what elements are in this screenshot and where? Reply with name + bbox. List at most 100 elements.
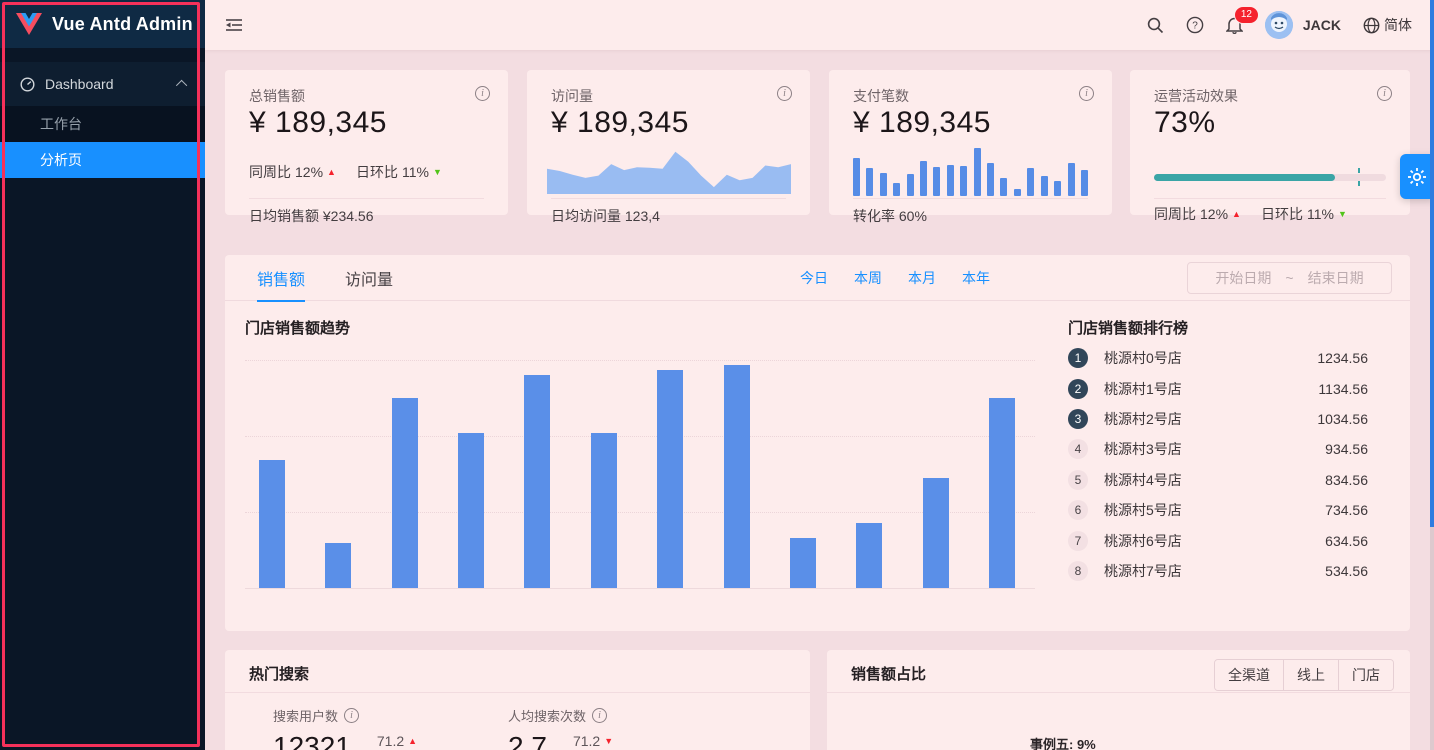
- date-start-input[interactable]: 开始日期: [1215, 270, 1272, 286]
- mini-bar: [946, 165, 954, 196]
- divider: [853, 198, 1088, 199]
- rank-store-name: 桃源村4号店: [1104, 471, 1182, 488]
- stat-card-total-sales: 总销售额 i ¥ 189,345 同周比 12% ▲ 日环比 11% ▼ 日均销售额…: [225, 70, 508, 224]
- rank-store-name: 桃源村2号店: [1104, 410, 1182, 427]
- avatar[interactable]: [1264, 11, 1293, 39]
- rank-badge: 6: [1068, 500, 1088, 521]
- date-range-shortcuts: 今日 本周 本月 本年: [800, 255, 990, 301]
- caret-up-icon: ▲: [1232, 209, 1241, 219]
- stat-card-activity-effect: 运营活动效果 i 73% 同周比 12% ▲ 日环比 11% ▼: [1130, 70, 1410, 222]
- mini-bar: [920, 161, 928, 196]
- rank-badge: 8: [1068, 560, 1088, 581]
- card-footer: 日均访问量 123,4: [551, 208, 660, 224]
- info-icon[interactable]: i: [592, 708, 608, 723]
- mini-bar: [1013, 189, 1021, 196]
- user-name[interactable]: JACK: [1302, 17, 1341, 33]
- channel-button[interactable]: 线上: [1283, 660, 1338, 690]
- sidebar-item-workplace[interactable]: 工作台: [40, 116, 82, 132]
- card-title: 访问量: [551, 88, 593, 104]
- mini-bar: [1027, 168, 1035, 196]
- app-title: Vue Antd Admin: [52, 13, 193, 34]
- mini-bar: [933, 167, 941, 196]
- card-title: 运营活动效果: [1154, 88, 1238, 104]
- bar-chart-title: 门店销售额趋势: [245, 320, 351, 337]
- info-icon[interactable]: i: [777, 86, 792, 101]
- rank-store-name: 桃源村5号店: [1104, 502, 1182, 519]
- divider: [249, 198, 484, 199]
- mini-bar: [973, 148, 981, 196]
- rank-store-value: 634.56: [1325, 532, 1368, 549]
- rank-row: 8 桃源村7号店 534.56: [1068, 556, 1368, 586]
- sales-overview-card: 销售额 访问量 今日 本周 本月 本年 开始日期 ~ 结束日期 门店销售额趋势 门店销…: [225, 255, 1410, 631]
- info-icon[interactable]: i: [475, 86, 490, 101]
- page-scrollbar-track[interactable]: [1430, 527, 1434, 750]
- rank-store-name: 桃源村7号店: [1104, 562, 1182, 579]
- rank-row: 7 桃源村6号店 634.56: [1068, 525, 1368, 555]
- store-sales-ranking: 1 桃源村0号店 1234.56 2 桃源村1号店 1134.56 3 桃源村2号店 1034.…: [1068, 343, 1368, 586]
- sidebar-item-dashboard[interactable]: Dashboard: [0, 62, 205, 106]
- bar: [789, 538, 816, 588]
- app-logo-row[interactable]: Vue Antd Admin: [0, 0, 205, 48]
- rank-store-name: 桃源村3号店: [1104, 441, 1182, 458]
- sales-proportion-card: 销售额占比 全渠道 线上 门店 事例五: 9%: [827, 650, 1410, 750]
- sidebar: Vue Antd Admin Dashboard 工作台 分析页: [0, 0, 205, 750]
- header-actions: ? 12 JACK 简体: [1147, 6, 1412, 39]
- rank-row: 4 桃源村3号店 934.56: [1068, 434, 1368, 464]
- tab-sales[interactable]: 销售额: [257, 255, 306, 302]
- date-end-input[interactable]: 结束日期: [1307, 270, 1364, 286]
- search-icon[interactable]: [1147, 17, 1164, 34]
- caret-down-icon: ▼: [432, 167, 442, 177]
- visits-area-chart: [547, 151, 791, 194]
- channel-button[interactable]: 全渠道: [1215, 660, 1283, 690]
- activity-progress-bar: [1154, 168, 1386, 186]
- rank-store-name: 桃源村6号店: [1104, 532, 1182, 549]
- menu-fold-icon[interactable]: [225, 17, 243, 33]
- range-link[interactable]: 本年: [962, 270, 990, 286]
- sales-tabbar: 销售额 访问量 今日 本周 本月 本年 开始日期 ~ 结束日期: [225, 255, 1410, 302]
- info-icon[interactable]: i: [344, 708, 360, 723]
- range-link[interactable]: 本月: [908, 270, 936, 286]
- help-icon[interactable]: ?: [1186, 16, 1204, 34]
- store-sales-bar-chart: [245, 348, 1035, 589]
- info-icon[interactable]: i: [1079, 86, 1094, 101]
- rank-store-value: 1234.56: [1317, 350, 1368, 367]
- rank-store-value: 734.56: [1325, 502, 1368, 519]
- card-title: 热门搜索: [249, 666, 310, 683]
- mini-bar: [893, 183, 901, 196]
- tab-visits[interactable]: 访问量: [345, 271, 394, 289]
- language-switcher[interactable]: 简体: [1363, 15, 1412, 35]
- mini-bar: [1040, 176, 1048, 196]
- sidebar-item-analysis[interactable]: 分析页: [0, 142, 205, 178]
- rank-badge: 5: [1068, 469, 1088, 490]
- divider: [225, 692, 810, 693]
- card-title: 总销售额: [249, 88, 305, 104]
- rank-store-value: 1034.56: [1317, 410, 1368, 427]
- globe-icon: [1363, 17, 1380, 33]
- pie-slice-label: 事例五: 9%: [1030, 737, 1096, 750]
- rank-store-value: 834.56: [1325, 471, 1368, 488]
- date-range-picker[interactable]: 开始日期 ~ 结束日期: [1187, 262, 1392, 294]
- range-link[interactable]: 本周: [854, 270, 882, 286]
- mini-bar: [853, 158, 860, 196]
- rank-store-value: 534.56: [1325, 562, 1368, 579]
- bar: [524, 375, 551, 588]
- bar: [922, 478, 949, 588]
- channel-button[interactable]: 门店: [1338, 660, 1393, 690]
- rank-title: 门店销售额排行榜: [1068, 320, 1189, 337]
- stat-card-payments: 支付笔数 i ¥ 189,345 转化率 60%: [829, 70, 1112, 224]
- notification-bell-icon[interactable]: 12: [1225, 6, 1259, 34]
- info-icon[interactable]: i: [1377, 86, 1392, 101]
- bar: [723, 365, 750, 588]
- divider: [551, 198, 786, 199]
- card-footer: 日均销售额 ¥234.56: [249, 208, 374, 224]
- card-value: ¥ 189,345: [853, 106, 991, 139]
- trends: 同周比 12% ▲ 日环比 11% ▼: [1154, 206, 1347, 222]
- range-link[interactable]: 今日: [800, 270, 828, 286]
- bar: [325, 543, 352, 588]
- metric-search-users: 搜索用户数 i 12321 71.2 ▲: [273, 708, 418, 750]
- rank-row: 5 桃源村4号店 834.56: [1068, 465, 1368, 495]
- card-value: 73%: [1154, 106, 1216, 139]
- settings-drawer-button[interactable]: [1400, 154, 1434, 199]
- page-scrollbar-thumb[interactable]: [1430, 0, 1434, 527]
